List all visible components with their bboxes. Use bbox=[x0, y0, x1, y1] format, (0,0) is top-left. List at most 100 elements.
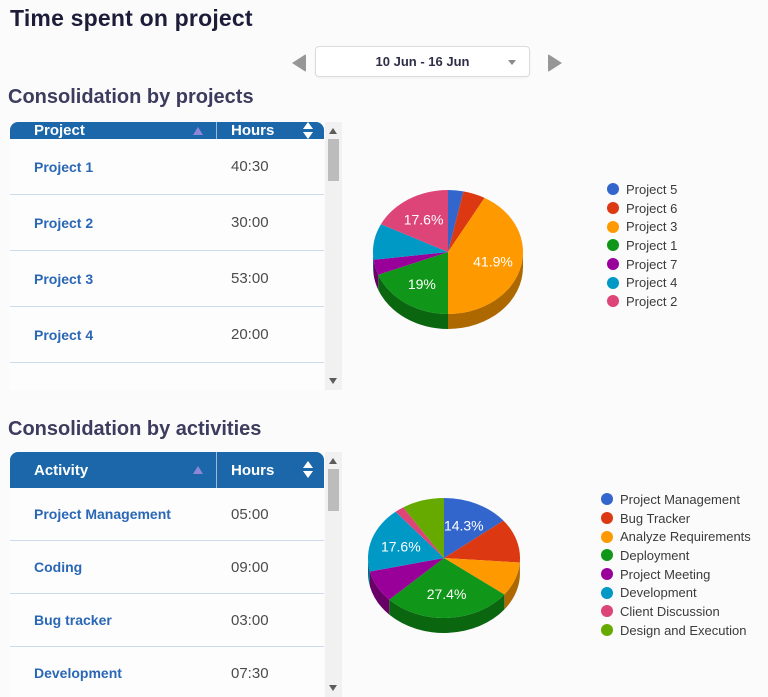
scroll-down-icon[interactable] bbox=[329, 685, 337, 691]
section-title-projects: Consolidation by projects bbox=[8, 86, 254, 108]
pie-slice[interactable] bbox=[448, 197, 523, 314]
date-range-dropdown[interactable]: 10 Jun - 16 Jun bbox=[315, 46, 530, 77]
legend-item[interactable]: Project 5 bbox=[607, 180, 677, 199]
legend-label: Design and Execution bbox=[620, 622, 747, 638]
pie-slice[interactable] bbox=[444, 498, 504, 558]
scrollbar-thumb[interactable] bbox=[328, 469, 339, 511]
column-header-activity[interactable]: Activity bbox=[10, 452, 217, 488]
projects-table-body: Project 1 40:30 Project 2 30:00 Project 3 53:… bbox=[10, 139, 324, 363]
legend-item[interactable]: Development bbox=[601, 583, 751, 602]
legend-label: Project 2 bbox=[626, 293, 678, 309]
pie-slice-percentage: 14.3% bbox=[444, 518, 484, 534]
row-link[interactable]: Coding bbox=[34, 559, 83, 575]
pie-slice[interactable] bbox=[448, 191, 485, 252]
column-label: Project bbox=[34, 122, 85, 139]
legend-item[interactable]: Client Discussion bbox=[601, 602, 751, 621]
activities-table-body: Project Management 05:00 Coding 09:00 Bug tr… bbox=[10, 488, 324, 697]
hours-value: 53:00 bbox=[231, 270, 269, 287]
legend-label: Bug Tracker bbox=[620, 510, 691, 526]
pie-slice-side bbox=[378, 274, 448, 329]
pie-slice[interactable] bbox=[444, 520, 520, 563]
row-link[interactable]: Project 2 bbox=[34, 214, 94, 231]
row-link[interactable]: Development bbox=[34, 665, 122, 681]
pie-slice[interactable] bbox=[403, 498, 444, 558]
date-range-value: 10 Jun - 16 Jun bbox=[375, 54, 470, 69]
column-label: Activity bbox=[34, 461, 89, 479]
legend-item[interactable]: Project 6 bbox=[607, 199, 677, 218]
projects-pie-legend: Project 5 Project 6 Project 3 Project 1 Proj… bbox=[607, 180, 677, 311]
legend-color-dot bbox=[607, 239, 619, 252]
legend-color-dot bbox=[607, 276, 619, 289]
projects-pie-chart[interactable]: 41.9% 19% 17.6% bbox=[348, 163, 563, 353]
legend-item[interactable]: Project 1 bbox=[607, 236, 677, 255]
pie-slice-percentage: 41.9% bbox=[473, 254, 513, 270]
legend-label: Project Management bbox=[620, 491, 740, 507]
table-row: Project Management 05:00 bbox=[10, 488, 324, 541]
scroll-down-icon[interactable] bbox=[329, 378, 337, 384]
sort-both-icon bbox=[303, 461, 313, 478]
legend-color-dot bbox=[601, 605, 613, 618]
legend-item[interactable]: Design and Execution bbox=[601, 621, 751, 640]
legend-label: Project 7 bbox=[626, 256, 678, 272]
column-header-hours[interactable]: Hours bbox=[217, 452, 324, 488]
legend-item[interactable]: Bug Tracker bbox=[601, 509, 751, 528]
legend-color-dot bbox=[607, 258, 619, 271]
next-week-button[interactable] bbox=[544, 51, 566, 75]
pie-slice-side bbox=[368, 558, 370, 587]
pie-slice-side bbox=[373, 252, 374, 275]
column-header-project[interactable]: Project bbox=[10, 122, 217, 139]
legend-label: Project 3 bbox=[626, 219, 678, 235]
pie-slice[interactable] bbox=[373, 224, 448, 260]
pie-slice[interactable] bbox=[395, 507, 444, 558]
table-row: Project 2 30:00 bbox=[10, 195, 324, 251]
scroll-up-icon[interactable] bbox=[329, 128, 337, 134]
legend-color-dot bbox=[601, 624, 613, 637]
row-link[interactable]: Project 4 bbox=[34, 326, 94, 343]
legend-item[interactable]: Project 2 bbox=[607, 292, 677, 311]
arrow-right-icon bbox=[548, 54, 562, 72]
activities-pie-legend: Project Management Bug Tracker Analyze Req… bbox=[601, 490, 751, 640]
legend-label: Analyze Requirements bbox=[620, 529, 751, 545]
legend-item[interactable]: Project 7 bbox=[607, 255, 677, 274]
table-row: Project 1 40:30 bbox=[10, 139, 324, 195]
legend-label: Project 4 bbox=[626, 275, 678, 291]
legend-label: Deployment bbox=[620, 547, 690, 563]
pie-slice[interactable] bbox=[448, 190, 464, 252]
legend-color-dot bbox=[607, 220, 619, 233]
legend-item[interactable]: Project 4 bbox=[607, 273, 677, 292]
legend-item[interactable]: Deployment bbox=[601, 546, 751, 565]
prev-week-button[interactable] bbox=[288, 51, 310, 75]
section-title-activities: Consolidation by activities bbox=[8, 418, 262, 440]
pie-slice-side bbox=[369, 571, 390, 615]
row-link[interactable]: Project 1 bbox=[34, 158, 94, 175]
row-link[interactable]: Bug tracker bbox=[34, 612, 112, 628]
page-title: Time spent on project bbox=[10, 5, 253, 31]
pie-slice[interactable] bbox=[373, 252, 448, 275]
pie-slice[interactable] bbox=[389, 558, 505, 618]
legend-label: Project 6 bbox=[626, 200, 678, 216]
activities-pie-chart[interactable]: 14.3% 27.4% 17.6% bbox=[346, 478, 561, 653]
column-header-hours[interactable]: Hours bbox=[217, 122, 324, 139]
arrow-left-icon bbox=[292, 54, 306, 72]
legend-color-dot bbox=[607, 202, 619, 215]
column-label: Hours bbox=[231, 461, 275, 479]
table-row: Project 4 20:00 bbox=[10, 307, 324, 363]
legend-item[interactable]: Analyze Requirements bbox=[601, 527, 751, 546]
vertical-scrollbar[interactable] bbox=[325, 452, 342, 697]
vertical-scrollbar[interactable] bbox=[325, 122, 342, 390]
scroll-up-icon[interactable] bbox=[329, 458, 337, 464]
pie-slice[interactable] bbox=[444, 558, 520, 595]
legend-item[interactable]: Project 3 bbox=[607, 217, 677, 236]
pie-slice[interactable] bbox=[378, 252, 448, 314]
legend-item[interactable]: Project Meeting bbox=[601, 565, 751, 584]
row-link[interactable]: Project Management bbox=[34, 506, 171, 522]
row-link[interactable]: Project 3 bbox=[34, 270, 94, 287]
pie-slice[interactable] bbox=[368, 511, 444, 572]
legend-item[interactable]: Project Management bbox=[601, 490, 751, 509]
hours-value: 30:00 bbox=[231, 214, 269, 231]
sort-ascending-icon bbox=[193, 126, 203, 135]
scrollbar-thumb[interactable] bbox=[328, 139, 339, 181]
pie-slice[interactable] bbox=[369, 558, 444, 600]
pie-slice[interactable] bbox=[380, 190, 448, 252]
